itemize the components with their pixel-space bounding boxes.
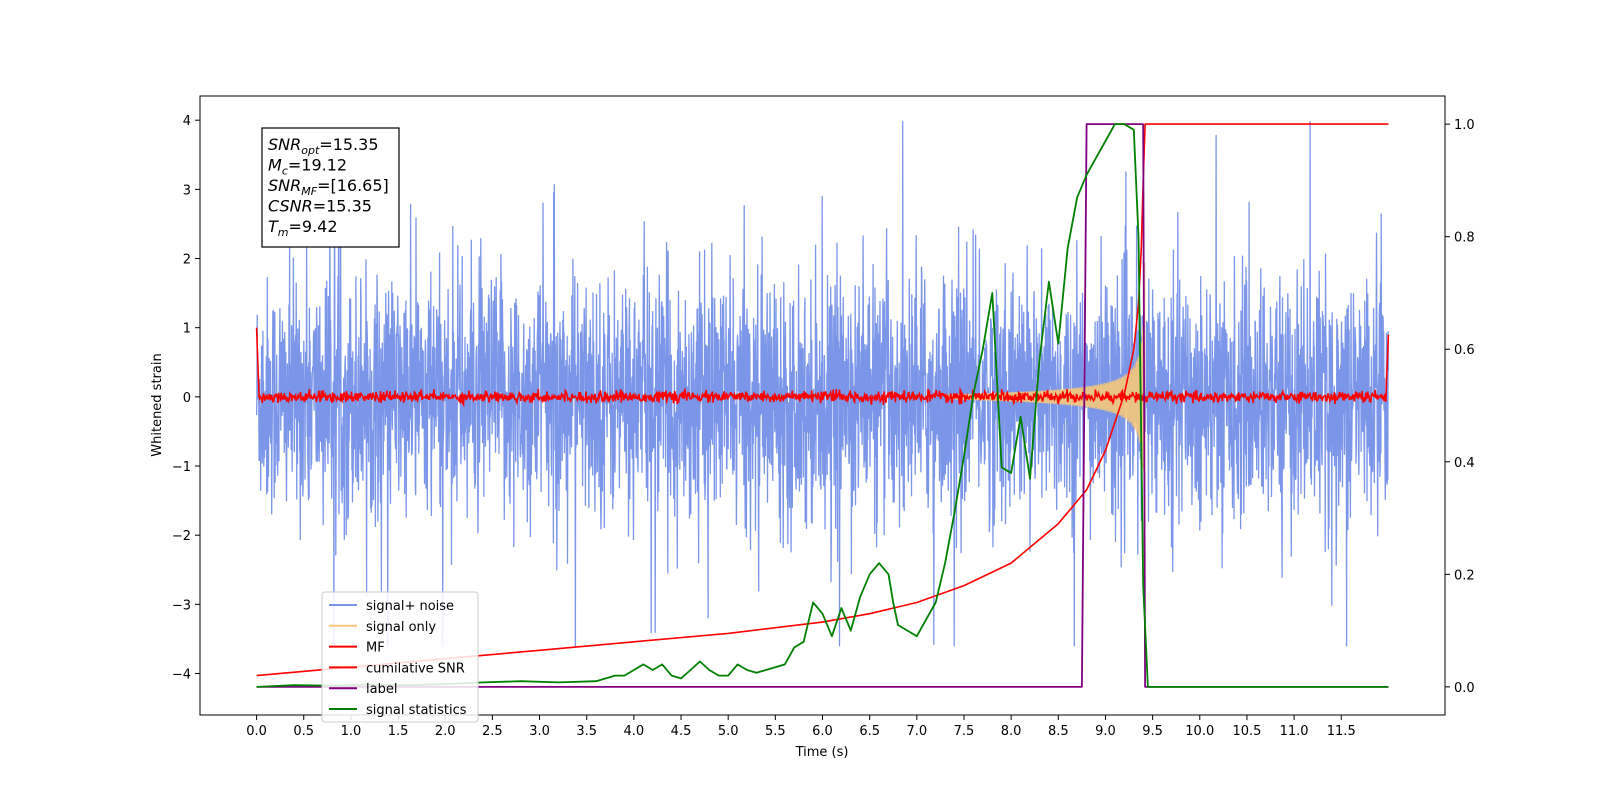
x-axis-label: Time (s): [795, 745, 849, 760]
annotation-line: SNRMF=[16.65]: [268, 176, 389, 198]
y-tick-label: −4: [172, 668, 191, 683]
x-tick-label: 10.0: [1185, 724, 1214, 739]
y-tick-label: −2: [172, 529, 191, 544]
y-tick-label: 0: [183, 391, 191, 406]
legend-label: label: [366, 682, 397, 697]
y-tick-label: −3: [172, 598, 191, 613]
x-tick-label: 11.0: [1280, 724, 1309, 739]
series-layer: [255, 120, 1390, 688]
y2-axis: 1.0 0.8 0.6 0.4 0.2 0.0: [1445, 118, 1475, 696]
series-mf: [255, 327, 1390, 408]
y-tick-label: 3: [183, 183, 191, 198]
legend-label: signal+ noise: [366, 599, 454, 614]
y-tick-label: 1: [183, 322, 191, 337]
series-signal-statistics: [256, 123, 1389, 688]
x-tick-label: 10.5: [1232, 724, 1261, 739]
x-tick-label: 9.5: [1142, 724, 1163, 739]
y2-tick-label: 1.0: [1454, 118, 1475, 133]
x-tick-label: 4.5: [671, 724, 692, 739]
legend-label: MF: [366, 641, 385, 656]
x-tick-label: 4.0: [624, 724, 645, 739]
legend-label: signal statistics: [366, 703, 467, 718]
x-tick-label: 6.5: [859, 724, 880, 739]
y-tick-label: −1: [172, 460, 191, 475]
parameter-annotation-box: SNRopt=15.35Mc=19.12SNRMF=[16.65]CSNR=15…: [261, 127, 400, 248]
x-tick-label: 5.5: [765, 724, 786, 739]
x-tick-label: 11.5: [1327, 724, 1356, 739]
annotation-line: SNRopt=15.35: [268, 135, 379, 157]
legend-label: cumilative SNR: [366, 661, 465, 676]
x-axis: 0.0 0.5 1.0 1.5 2.0 2.5 3.0 3.5 4.0 4.5 5.0 5.5 6.0 6…: [246, 715, 1356, 739]
annotation-line: CSNR=15.35: [268, 197, 372, 216]
x-tick-label: 7.0: [906, 724, 927, 739]
y2-tick-label: 0.8: [1454, 231, 1475, 246]
x-tick-label: 1.0: [341, 724, 362, 739]
x-tick-label: 1.5: [388, 724, 409, 739]
x-tick-label: 2.0: [435, 724, 456, 739]
y-axis: 4 3 2 1 0 −1 −2 −3 −4: [172, 114, 200, 683]
annotation-frame: [261, 127, 400, 248]
x-tick-label: 5.0: [718, 724, 739, 739]
legend: signal+ noise signal only MF cumilative SNR…: [321, 591, 479, 723]
y-axis-label: Whitened strain: [150, 353, 165, 456]
series-cumulative-snr: [256, 123, 1389, 677]
x-tick-label: 0.0: [246, 724, 267, 739]
x-tick-label: 9.0: [1095, 724, 1116, 739]
x-tick-label: 6.0: [812, 724, 833, 739]
x-tick-label: 8.0: [1001, 724, 1022, 739]
x-tick-label: 3.0: [529, 724, 550, 739]
x-tick-label: 0.5: [293, 724, 314, 739]
x-tick-label: 2.5: [482, 724, 503, 739]
legend-label: signal only: [366, 620, 436, 635]
annotation-line: Mc=19.12: [268, 156, 347, 178]
x-tick-label: 7.5: [954, 724, 975, 739]
y-tick-label: 4: [183, 114, 191, 129]
annotation-line: Tm=9.42: [268, 217, 338, 239]
x-tick-label: 3.5: [576, 724, 597, 739]
legend-frame: [321, 591, 479, 723]
y2-tick-label: 0.0: [1454, 681, 1475, 696]
y2-tick-label: 0.2: [1454, 568, 1475, 583]
x-tick-label: 8.5: [1048, 724, 1069, 739]
y2-tick-label: 0.4: [1454, 456, 1475, 471]
y-tick-label: 2: [183, 253, 191, 268]
y2-tick-label: 0.6: [1454, 343, 1475, 358]
